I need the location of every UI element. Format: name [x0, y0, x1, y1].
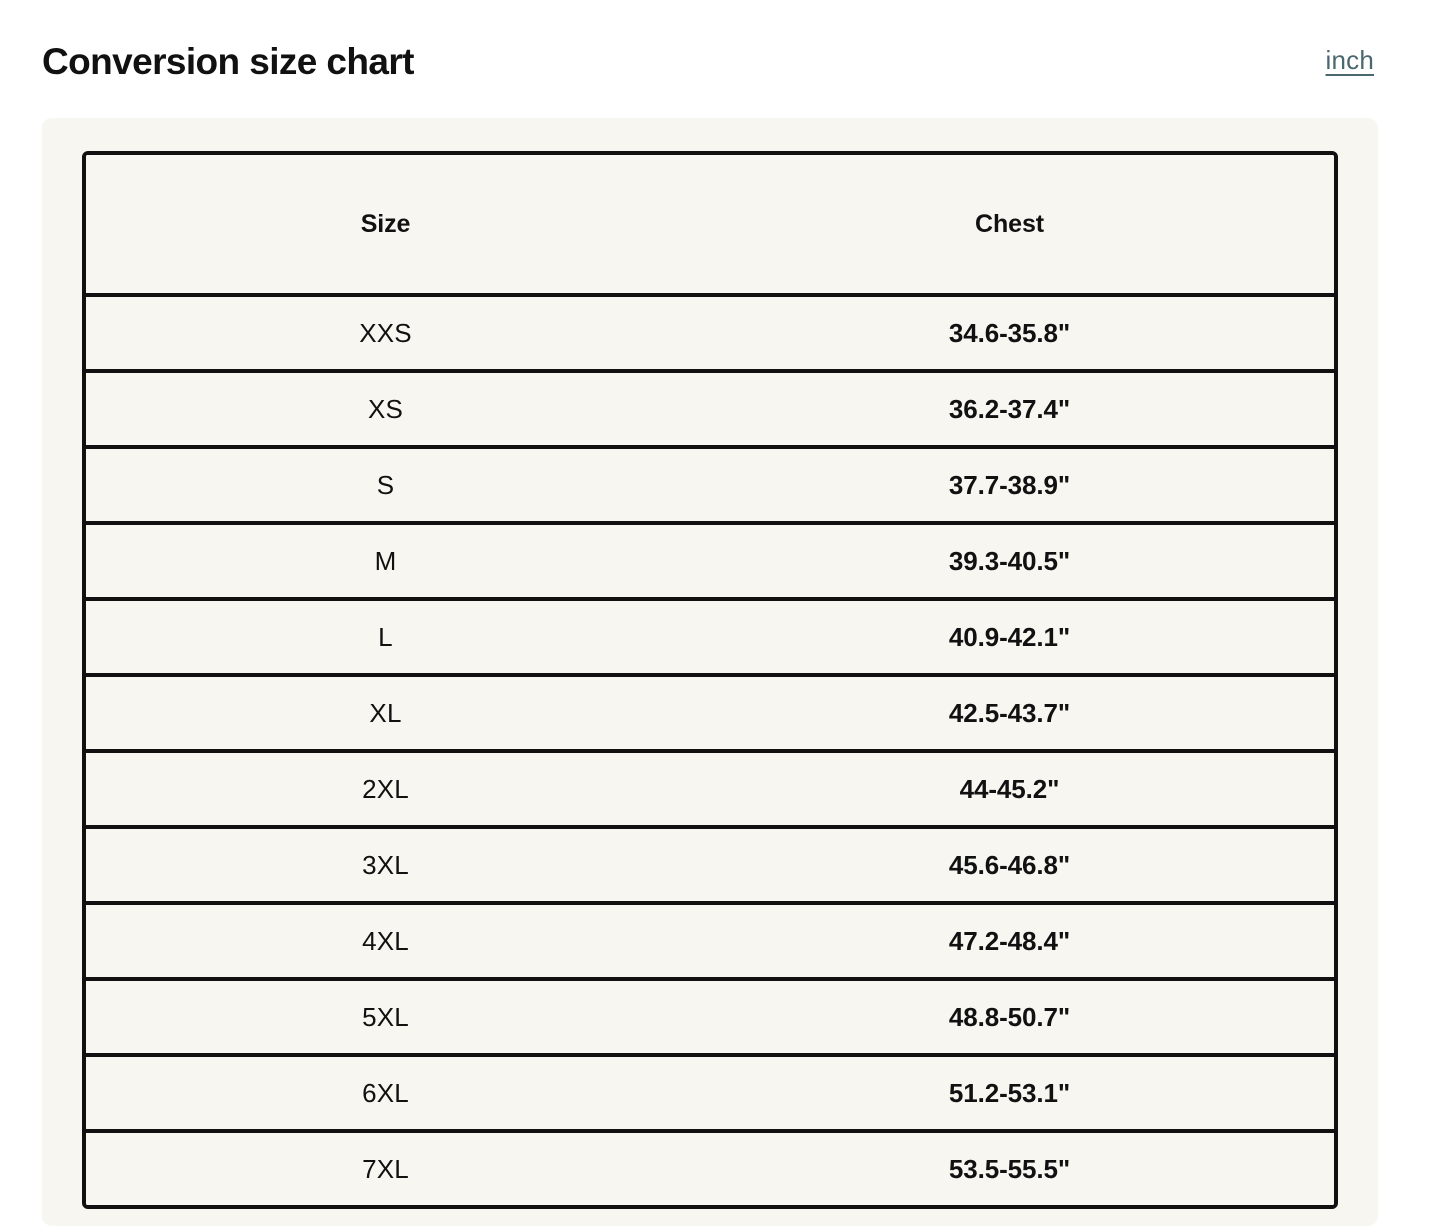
cell-chest: 53.5-55.5": [685, 1131, 1334, 1205]
page-title: Conversion size chart: [42, 40, 415, 82]
table-row: XS 36.2-37.4": [86, 371, 1334, 449]
cell-size: 6XL: [86, 1055, 686, 1133]
table-row: 7XL 53.5-55.5": [86, 1131, 1334, 1205]
cell-size: 5XL: [86, 979, 686, 1057]
cell-size: 4XL: [86, 903, 686, 981]
chart-header: Conversion size chart inch: [0, 0, 1434, 118]
table-row: 4XL 47.2-48.4": [86, 903, 1334, 981]
conversion-size-table: Size Chest XXS 34.6-35.8" XS 36.2-37.4" S 37.…: [86, 155, 1334, 1205]
cell-chest: 48.8-50.7": [685, 979, 1334, 1057]
cell-size: L: [86, 599, 686, 677]
cell-size: XXS: [86, 295, 686, 373]
cell-size: 7XL: [86, 1131, 686, 1205]
column-header-size: Size: [86, 155, 686, 297]
table-head: Size Chest: [86, 155, 1334, 297]
table-row: XXS 34.6-35.8": [86, 295, 1334, 373]
unit-toggle-link[interactable]: inch: [1325, 45, 1374, 75]
table-row: 3XL 45.6-46.8": [86, 827, 1334, 905]
cell-size: XL: [86, 675, 686, 753]
table-row: L 40.9-42.1": [86, 599, 1334, 677]
table-body: XXS 34.6-35.8" XS 36.2-37.4" S 37.7-38.9" M 39.…: [86, 295, 1334, 1205]
cell-size: 3XL: [86, 827, 686, 905]
cell-chest: 47.2-48.4": [685, 903, 1334, 981]
size-chart-card: Size Chest XXS 34.6-35.8" XS 36.2-37.4" S 37.…: [42, 118, 1378, 1226]
cell-size: XS: [86, 371, 686, 449]
cell-size: S: [86, 447, 686, 525]
size-table-container: Size Chest XXS 34.6-35.8" XS 36.2-37.4" S 37.…: [82, 151, 1338, 1209]
cell-chest: 42.5-43.7": [685, 675, 1334, 753]
cell-size: 2XL: [86, 751, 686, 829]
column-header-chest: Chest: [685, 155, 1334, 297]
table-row: M 39.3-40.5": [86, 523, 1334, 601]
cell-chest: 44-45.2": [685, 751, 1334, 829]
table-row: 6XL 51.2-53.1": [86, 1055, 1334, 1133]
cell-chest: 36.2-37.4": [685, 371, 1334, 449]
cell-size: M: [86, 523, 686, 601]
cell-chest: 51.2-53.1": [685, 1055, 1334, 1133]
table-header-row: Size Chest: [86, 155, 1334, 297]
cell-chest: 37.7-38.9": [685, 447, 1334, 525]
table-row: 5XL 48.8-50.7": [86, 979, 1334, 1057]
table-row: 2XL 44-45.2": [86, 751, 1334, 829]
cell-chest: 39.3-40.5": [685, 523, 1334, 601]
table-row: XL 42.5-43.7": [86, 675, 1334, 753]
cell-chest: 45.6-46.8": [685, 827, 1334, 905]
cell-chest: 40.9-42.1": [685, 599, 1334, 677]
table-row: S 37.7-38.9": [86, 447, 1334, 525]
cell-chest: 34.6-35.8": [685, 295, 1334, 373]
